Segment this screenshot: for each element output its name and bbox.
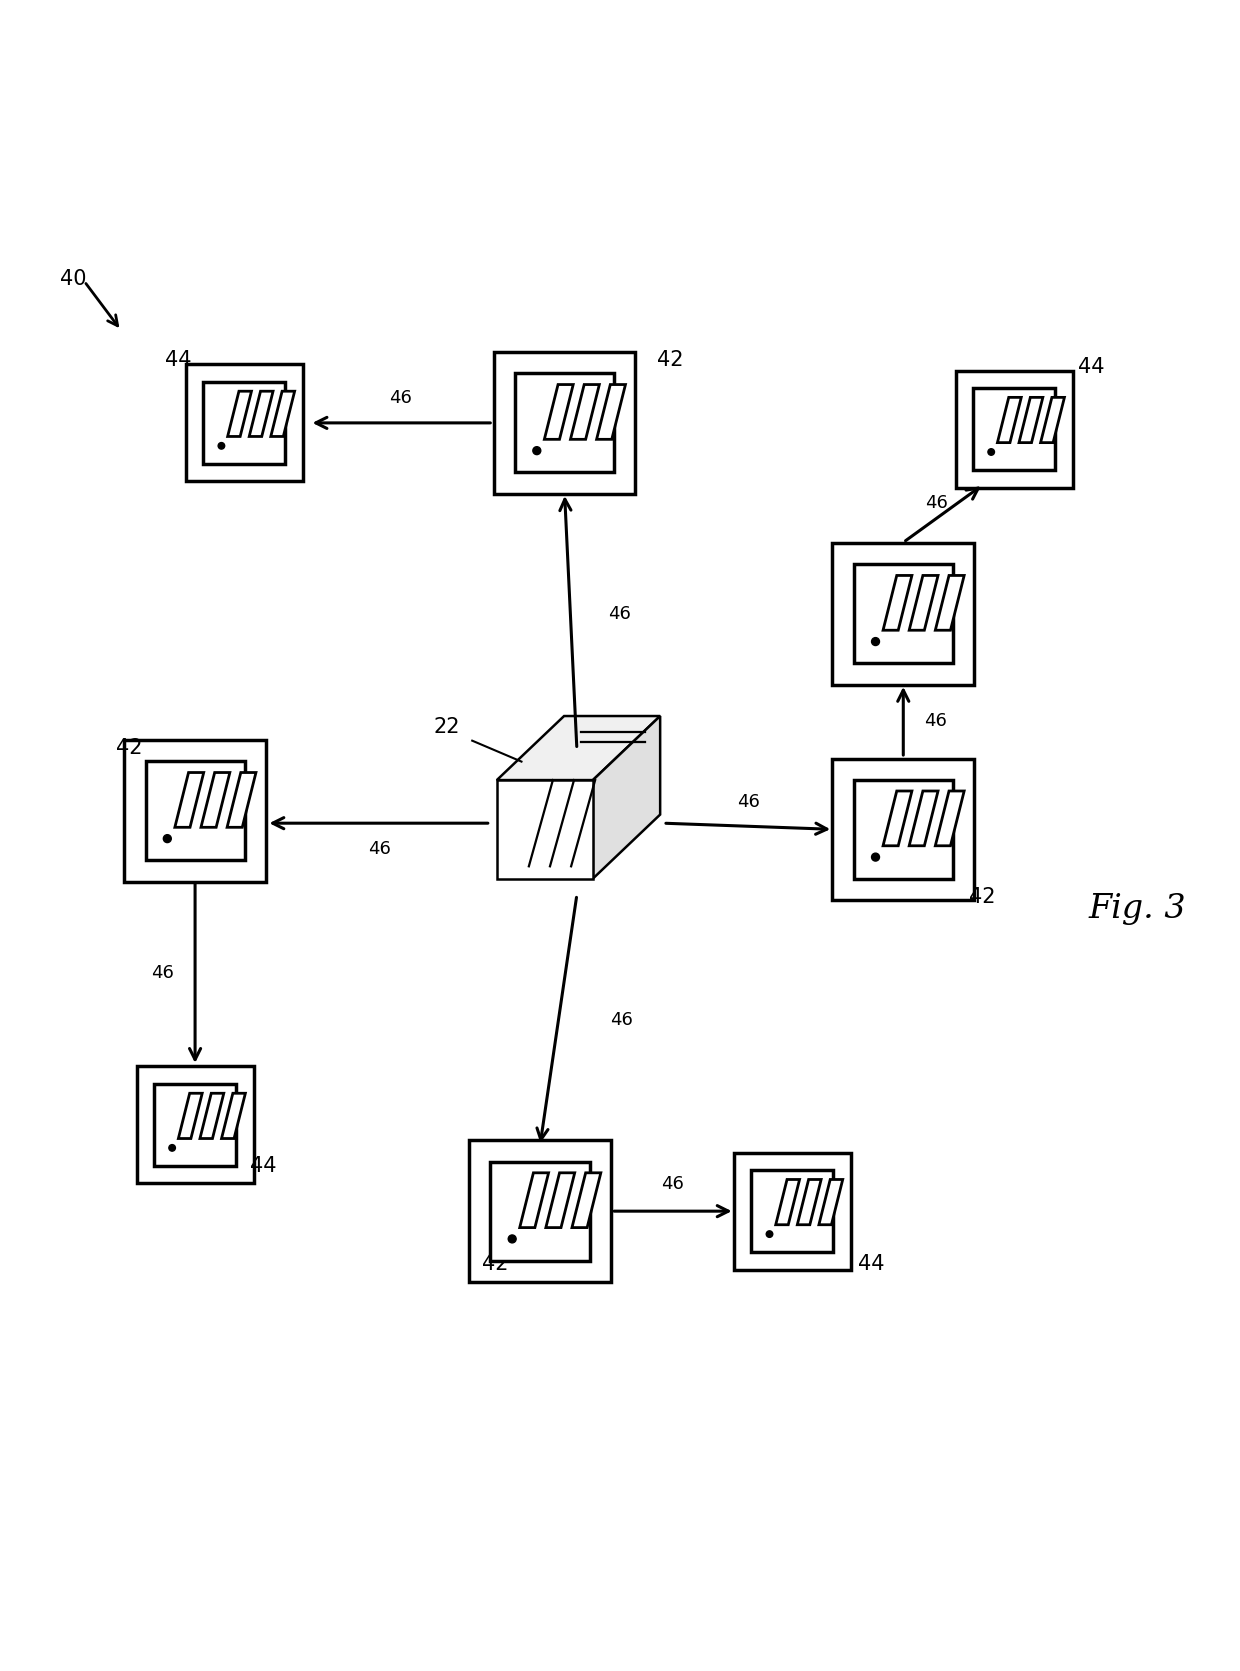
Polygon shape <box>596 384 625 439</box>
Text: 44: 44 <box>858 1255 884 1275</box>
Polygon shape <box>544 384 573 439</box>
Text: 42: 42 <box>115 739 143 759</box>
Polygon shape <box>175 772 203 827</box>
Bar <box>469 1140 611 1282</box>
Text: 46: 46 <box>389 389 412 406</box>
Bar <box>515 373 614 473</box>
Polygon shape <box>179 1093 202 1138</box>
Bar <box>494 353 635 493</box>
Text: 46: 46 <box>151 964 174 983</box>
Bar <box>186 364 303 481</box>
Text: 42: 42 <box>482 1255 508 1275</box>
Polygon shape <box>249 391 273 436</box>
Bar <box>124 740 265 882</box>
Text: Fig. 3: Fig. 3 <box>1089 894 1187 926</box>
Text: 46: 46 <box>737 792 760 810</box>
Circle shape <box>169 1145 175 1151</box>
Polygon shape <box>572 1173 601 1228</box>
Text: 46: 46 <box>608 605 631 623</box>
Polygon shape <box>497 717 660 780</box>
Polygon shape <box>818 1180 843 1225</box>
Text: 46: 46 <box>925 495 949 511</box>
Text: 44: 44 <box>250 1156 277 1176</box>
Text: 40: 40 <box>60 269 86 289</box>
Bar <box>734 1153 851 1270</box>
Bar <box>136 1066 253 1183</box>
Polygon shape <box>270 391 295 436</box>
Polygon shape <box>883 790 911 846</box>
Bar <box>832 759 975 901</box>
Polygon shape <box>200 1093 223 1138</box>
Polygon shape <box>201 772 229 827</box>
Bar <box>956 371 1073 488</box>
Bar <box>853 565 952 663</box>
Circle shape <box>533 446 541 455</box>
Bar <box>145 762 244 861</box>
Circle shape <box>988 449 994 455</box>
Bar <box>203 383 285 465</box>
Bar <box>490 1161 589 1260</box>
Circle shape <box>164 834 171 842</box>
Text: 42: 42 <box>968 887 994 907</box>
Polygon shape <box>997 398 1022 443</box>
Bar <box>832 543 975 685</box>
Circle shape <box>766 1232 773 1237</box>
Text: 42: 42 <box>657 349 683 369</box>
Circle shape <box>218 443 224 449</box>
Text: 22: 22 <box>434 717 460 737</box>
Polygon shape <box>228 391 252 436</box>
Text: 46: 46 <box>368 841 392 859</box>
Polygon shape <box>909 790 937 846</box>
Bar <box>853 780 952 879</box>
Polygon shape <box>1040 398 1064 443</box>
Bar <box>154 1084 236 1166</box>
Circle shape <box>872 638 879 645</box>
Polygon shape <box>222 1093 246 1138</box>
Text: 44: 44 <box>1078 358 1105 378</box>
Bar <box>973 388 1055 470</box>
Polygon shape <box>935 575 965 630</box>
Polygon shape <box>546 1173 574 1228</box>
Text: 44: 44 <box>165 349 191 369</box>
Polygon shape <box>883 575 911 630</box>
Circle shape <box>872 854 879 861</box>
Text: 46: 46 <box>661 1175 684 1193</box>
Text: 46: 46 <box>610 1011 634 1029</box>
Bar <box>751 1170 833 1252</box>
Polygon shape <box>1019 398 1043 443</box>
Polygon shape <box>797 1180 821 1225</box>
Polygon shape <box>520 1173 548 1228</box>
Polygon shape <box>935 790 965 846</box>
Circle shape <box>508 1235 516 1243</box>
Polygon shape <box>497 780 593 879</box>
Polygon shape <box>227 772 255 827</box>
Text: 46: 46 <box>924 712 947 730</box>
Polygon shape <box>570 384 599 439</box>
Polygon shape <box>909 575 937 630</box>
Polygon shape <box>593 717 660 879</box>
Polygon shape <box>776 1180 800 1225</box>
